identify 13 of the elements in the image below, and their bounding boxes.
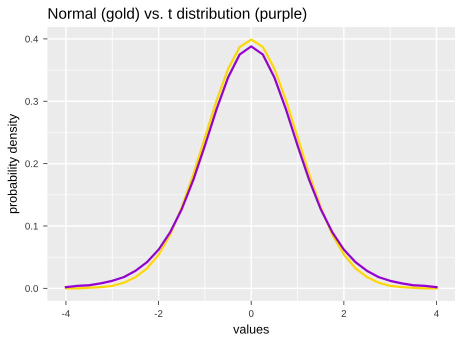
x-tick-label: -4: [62, 310, 70, 317]
y-tick-label: 0.4: [25, 36, 38, 43]
x-tick-label: 2: [342, 310, 346, 317]
x-tick-label: -2: [154, 310, 162, 317]
y-axis-title: probability density: [8, 114, 20, 214]
x-tick-label: 4: [434, 310, 439, 317]
y-tick-label: 0.1: [25, 222, 38, 230]
x-axis-title: values: [233, 324, 269, 334]
y-tick-label: 0.2: [25, 160, 38, 168]
y-tick-label: 0.0: [25, 285, 38, 292]
chart-title: Normal (gold) vs. t distribution (purple): [48, 8, 306, 22]
x-tick-label: 0: [248, 310, 254, 317]
y-tick-label: 0.3: [25, 98, 38, 105]
